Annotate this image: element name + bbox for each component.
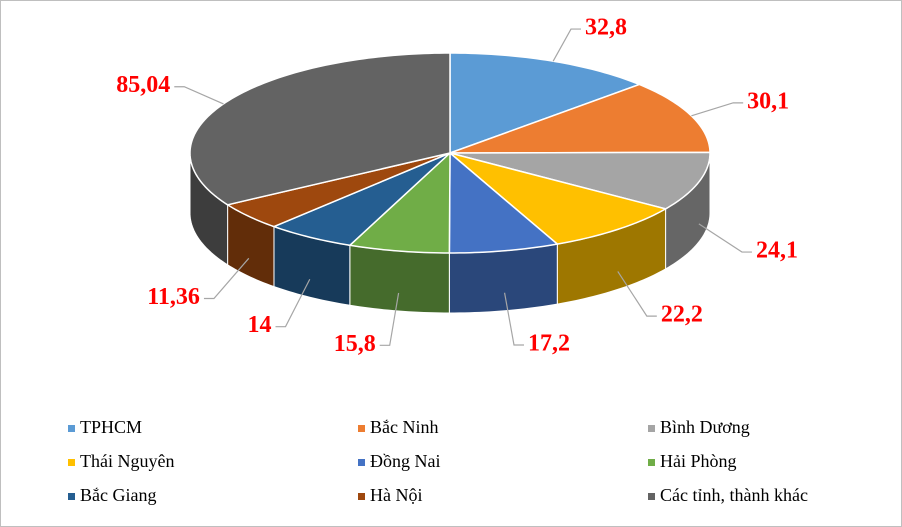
data-label: 17,2 bbox=[528, 330, 570, 356]
legend-label: Hà Nội bbox=[370, 485, 423, 505]
data-label: 30,1 bbox=[747, 88, 789, 114]
leader-line bbox=[203, 257, 250, 300]
data-label: 32,8 bbox=[585, 15, 627, 41]
data-label: 85,04 bbox=[116, 72, 170, 98]
data-label: 14 bbox=[248, 312, 272, 338]
data-label: 22,2 bbox=[661, 302, 703, 328]
slice bbox=[189, 52, 451, 206]
data-label: 24,1 bbox=[756, 238, 798, 264]
legend-swatch bbox=[358, 459, 365, 466]
slice-side bbox=[349, 244, 450, 314]
slice bbox=[271, 152, 451, 247]
data-label: 11,36 bbox=[147, 284, 200, 310]
legend-label: Các tỉnh, thành khác bbox=[660, 485, 808, 505]
legend-swatch bbox=[648, 425, 655, 432]
slice bbox=[348, 151, 451, 254]
slice bbox=[225, 152, 451, 228]
legend-label: Bình Dương bbox=[660, 417, 750, 437]
slice bbox=[449, 52, 642, 155]
leader-line bbox=[174, 86, 224, 105]
leader-line bbox=[698, 223, 752, 253]
legend-label: Bắc Giang bbox=[80, 485, 156, 505]
legend-swatch bbox=[68, 425, 75, 432]
legend-label: Bắc Ninh bbox=[370, 417, 438, 437]
legend-swatch bbox=[358, 493, 365, 500]
slice bbox=[449, 151, 711, 210]
leader-line bbox=[379, 292, 400, 346]
leader-line bbox=[617, 271, 657, 317]
legend-label: Đồng Nai bbox=[370, 451, 441, 471]
legend-label: Hải Phòng bbox=[660, 451, 737, 471]
legend-label: Thái Nguyên bbox=[80, 451, 174, 471]
slice bbox=[448, 151, 559, 254]
legend-swatch bbox=[358, 425, 365, 432]
leader-line bbox=[691, 102, 744, 117]
legend-swatch bbox=[648, 459, 655, 466]
legend-label: TPHCM bbox=[80, 417, 142, 437]
leader-line bbox=[275, 278, 311, 328]
legend-swatch bbox=[68, 493, 75, 500]
leader-line bbox=[552, 28, 581, 62]
slice bbox=[449, 152, 668, 245]
legend-swatch bbox=[648, 493, 655, 500]
slice-side bbox=[448, 243, 558, 314]
data-label: 15,8 bbox=[334, 331, 376, 357]
leader-line bbox=[503, 292, 525, 346]
legend-swatch bbox=[68, 459, 75, 466]
